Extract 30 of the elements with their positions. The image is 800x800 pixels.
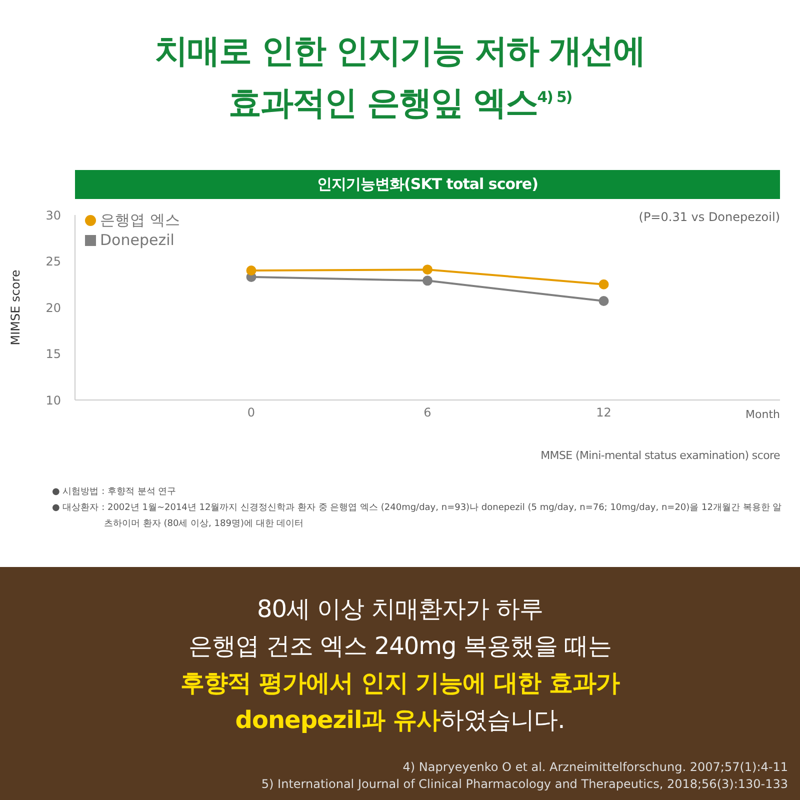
x-tick-label: 0 [247, 406, 256, 420]
y-tick-label: 20 [46, 300, 61, 315]
annotation: (P=0.31 vs Donepezoil) [638, 210, 780, 224]
point [598, 296, 609, 306]
x-axis-title: Month [746, 408, 780, 421]
y-tick-label: 25 [46, 254, 61, 269]
text: 은행엽 건조 엑스 240mg 복용했을 때는 [187, 631, 613, 662]
y-axis-title: MIMSE score [8, 270, 22, 346]
text: 80세 이상 치매환자가 하루 [256, 594, 544, 625]
point [422, 276, 432, 286]
x-tick-label: 12 [596, 406, 612, 420]
legend-label: Donepezil [100, 230, 174, 250]
text: 하였습니다. [440, 706, 565, 734]
text: 4) Napryeyenko O et al. Arzneimittelforschung. 2007;57(1):4-11 [402, 759, 788, 776]
x-tick-label: 6 [424, 406, 432, 420]
text: MMSE (Mini-mental status examination) score [540, 449, 780, 462]
text: donepezil과 유사 [235, 706, 440, 734]
chart-subtitle: 인지기능변화(SKT total score) [75, 170, 780, 199]
legend-label: 은행엽 엑스 [100, 210, 180, 230]
point [246, 266, 256, 276]
text: 5) International Journal of Clinical Pharmacology and Therapeutics, 2018;56(3):130-133 [261, 776, 788, 793]
text: 후향적 평가에서 인지 기능에 대한 효과가 [180, 668, 621, 699]
y-tick-label: 10 [46, 393, 61, 408]
point [598, 279, 609, 290]
y-tick-label: 30 [46, 208, 61, 222]
text: ● 대상환자 : 2002년 1월~2014년 12월까지 신경정신학과 환자 중 은행엽 엑스 (240mg/day, n=93)나 donepezil (5 mg/day, n=76; 10mg/day, n=20)을 12개월간 복용한 알츠하이머 환자 (80세 이상, 189명)에 대한 데이터 [52, 502, 783, 531]
chart-title: 치매로 인한 인지기능 저하 개선에 효과적인 은행잎 엑스$^{4) 5)}$ [154, 30, 646, 122]
text: ● 시험방법 : 후향적 분석 연구 [52, 486, 178, 499]
y-tick-label: 15 [46, 347, 61, 362]
point [422, 264, 432, 275]
